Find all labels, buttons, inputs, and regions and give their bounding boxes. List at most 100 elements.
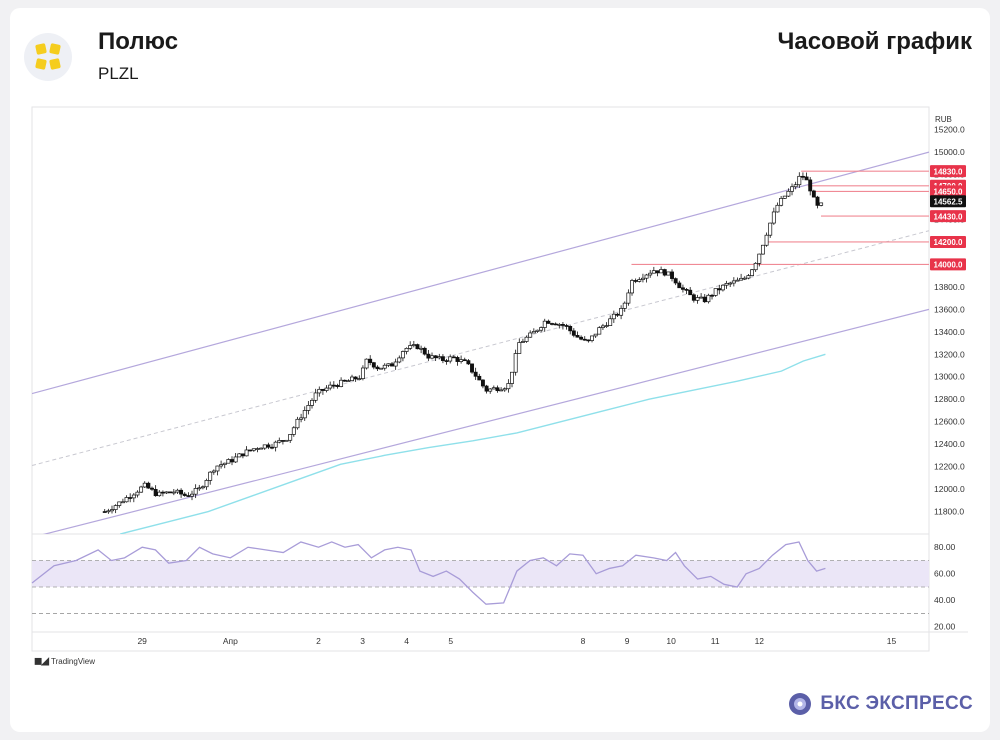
last-price-tag-box xyxy=(930,195,966,208)
candle-body xyxy=(688,289,693,296)
candle-body xyxy=(306,405,311,411)
candle-body xyxy=(277,440,282,443)
candle-body xyxy=(448,356,453,362)
candle-body xyxy=(731,280,736,284)
candle-body xyxy=(259,447,264,450)
last-price-tag-label: 14562.5 xyxy=(934,197,963,206)
candle-body xyxy=(782,195,787,199)
candle-body xyxy=(208,471,213,481)
candle-body xyxy=(506,383,511,390)
candle-body xyxy=(564,325,569,327)
x-tick-label: 10 xyxy=(666,636,676,646)
currency-label: RUB xyxy=(935,115,952,124)
candle-body xyxy=(342,379,347,382)
tradingview-label: TradingView xyxy=(51,657,96,666)
candle-body xyxy=(382,364,387,369)
timeframe-label: Часовой график xyxy=(777,28,972,55)
candle-body xyxy=(440,356,445,361)
candle-body xyxy=(815,196,820,206)
candle-body xyxy=(124,497,129,503)
candle-body xyxy=(430,355,434,359)
y-tick-label: 12200.0 xyxy=(934,462,965,472)
candle-body xyxy=(553,323,558,326)
candle-body xyxy=(310,399,314,406)
candle-body xyxy=(433,355,438,359)
candle-body xyxy=(150,487,154,490)
candle-body xyxy=(444,360,449,362)
candle-body xyxy=(546,320,551,324)
candle-body xyxy=(648,272,653,276)
candle-body xyxy=(455,357,460,362)
candle-body xyxy=(364,358,369,369)
candle-body xyxy=(673,278,678,284)
candle-body xyxy=(175,489,180,493)
candle-body xyxy=(804,176,809,181)
candle-body xyxy=(473,371,478,377)
candle-body xyxy=(139,486,144,493)
candle-body xyxy=(640,277,645,280)
candle-body xyxy=(262,444,267,449)
candle-body xyxy=(280,440,285,442)
candle-body xyxy=(237,453,242,458)
rsi-tick-label: 40.00 xyxy=(934,595,956,605)
candle-body xyxy=(691,294,696,301)
candle-body xyxy=(288,434,293,441)
candle-body xyxy=(182,493,187,496)
candle-body xyxy=(786,190,791,197)
candle-body xyxy=(459,359,464,362)
candle-body xyxy=(408,345,413,349)
candle-body xyxy=(666,271,671,276)
candle-body xyxy=(368,358,373,363)
candle-body xyxy=(499,389,504,392)
candle-body xyxy=(393,361,398,367)
candle-body xyxy=(630,280,634,294)
candle-body xyxy=(197,487,202,490)
candle-body xyxy=(670,271,674,279)
candle-body xyxy=(662,269,667,276)
tradingview-logo-icon: ◼◢ xyxy=(34,656,49,667)
x-tick-label: 12 xyxy=(755,636,765,646)
candle-body xyxy=(480,379,485,387)
candle-body xyxy=(295,418,300,429)
y-tick-label: 15000.0 xyxy=(934,147,965,157)
candle-body xyxy=(651,270,656,274)
candle-body xyxy=(102,511,107,513)
candle-body xyxy=(644,274,649,279)
candle-body xyxy=(320,388,325,391)
price-level-tag-label: 14650.0 xyxy=(934,188,963,197)
candle-body xyxy=(146,482,151,489)
candle-body xyxy=(739,277,744,281)
candle-body xyxy=(571,330,576,336)
candle-body xyxy=(211,470,216,473)
candle-body xyxy=(775,204,780,213)
x-tick-label: 4 xyxy=(404,636,409,646)
candle-body xyxy=(550,323,554,325)
candle-body xyxy=(560,324,565,326)
channel-lower-line xyxy=(42,308,929,534)
candle-body xyxy=(426,353,431,359)
candle-body xyxy=(524,336,529,342)
candle-body xyxy=(324,387,329,391)
candle-body xyxy=(375,366,380,370)
candle-body xyxy=(266,444,271,448)
candle-body xyxy=(626,292,631,304)
candle-body xyxy=(680,287,685,290)
candle-body xyxy=(677,282,682,289)
candle-body xyxy=(797,175,802,186)
y-tick-label: 15200.0 xyxy=(934,125,965,135)
candle-body xyxy=(164,491,169,494)
x-tick-label: 3 xyxy=(360,636,365,646)
candle-body xyxy=(717,288,722,291)
candle-body xyxy=(520,341,525,343)
candle-body xyxy=(251,448,256,451)
candle-body xyxy=(353,376,358,380)
candle-body xyxy=(244,449,249,457)
candle-body xyxy=(611,313,616,320)
y-tick-label: 12600.0 xyxy=(934,417,965,427)
candle-body xyxy=(422,347,427,355)
y-tick-label: 13400.0 xyxy=(934,327,965,337)
candle-body xyxy=(513,353,518,373)
candle-body xyxy=(248,449,253,452)
ticker: PLZL xyxy=(98,64,139,83)
